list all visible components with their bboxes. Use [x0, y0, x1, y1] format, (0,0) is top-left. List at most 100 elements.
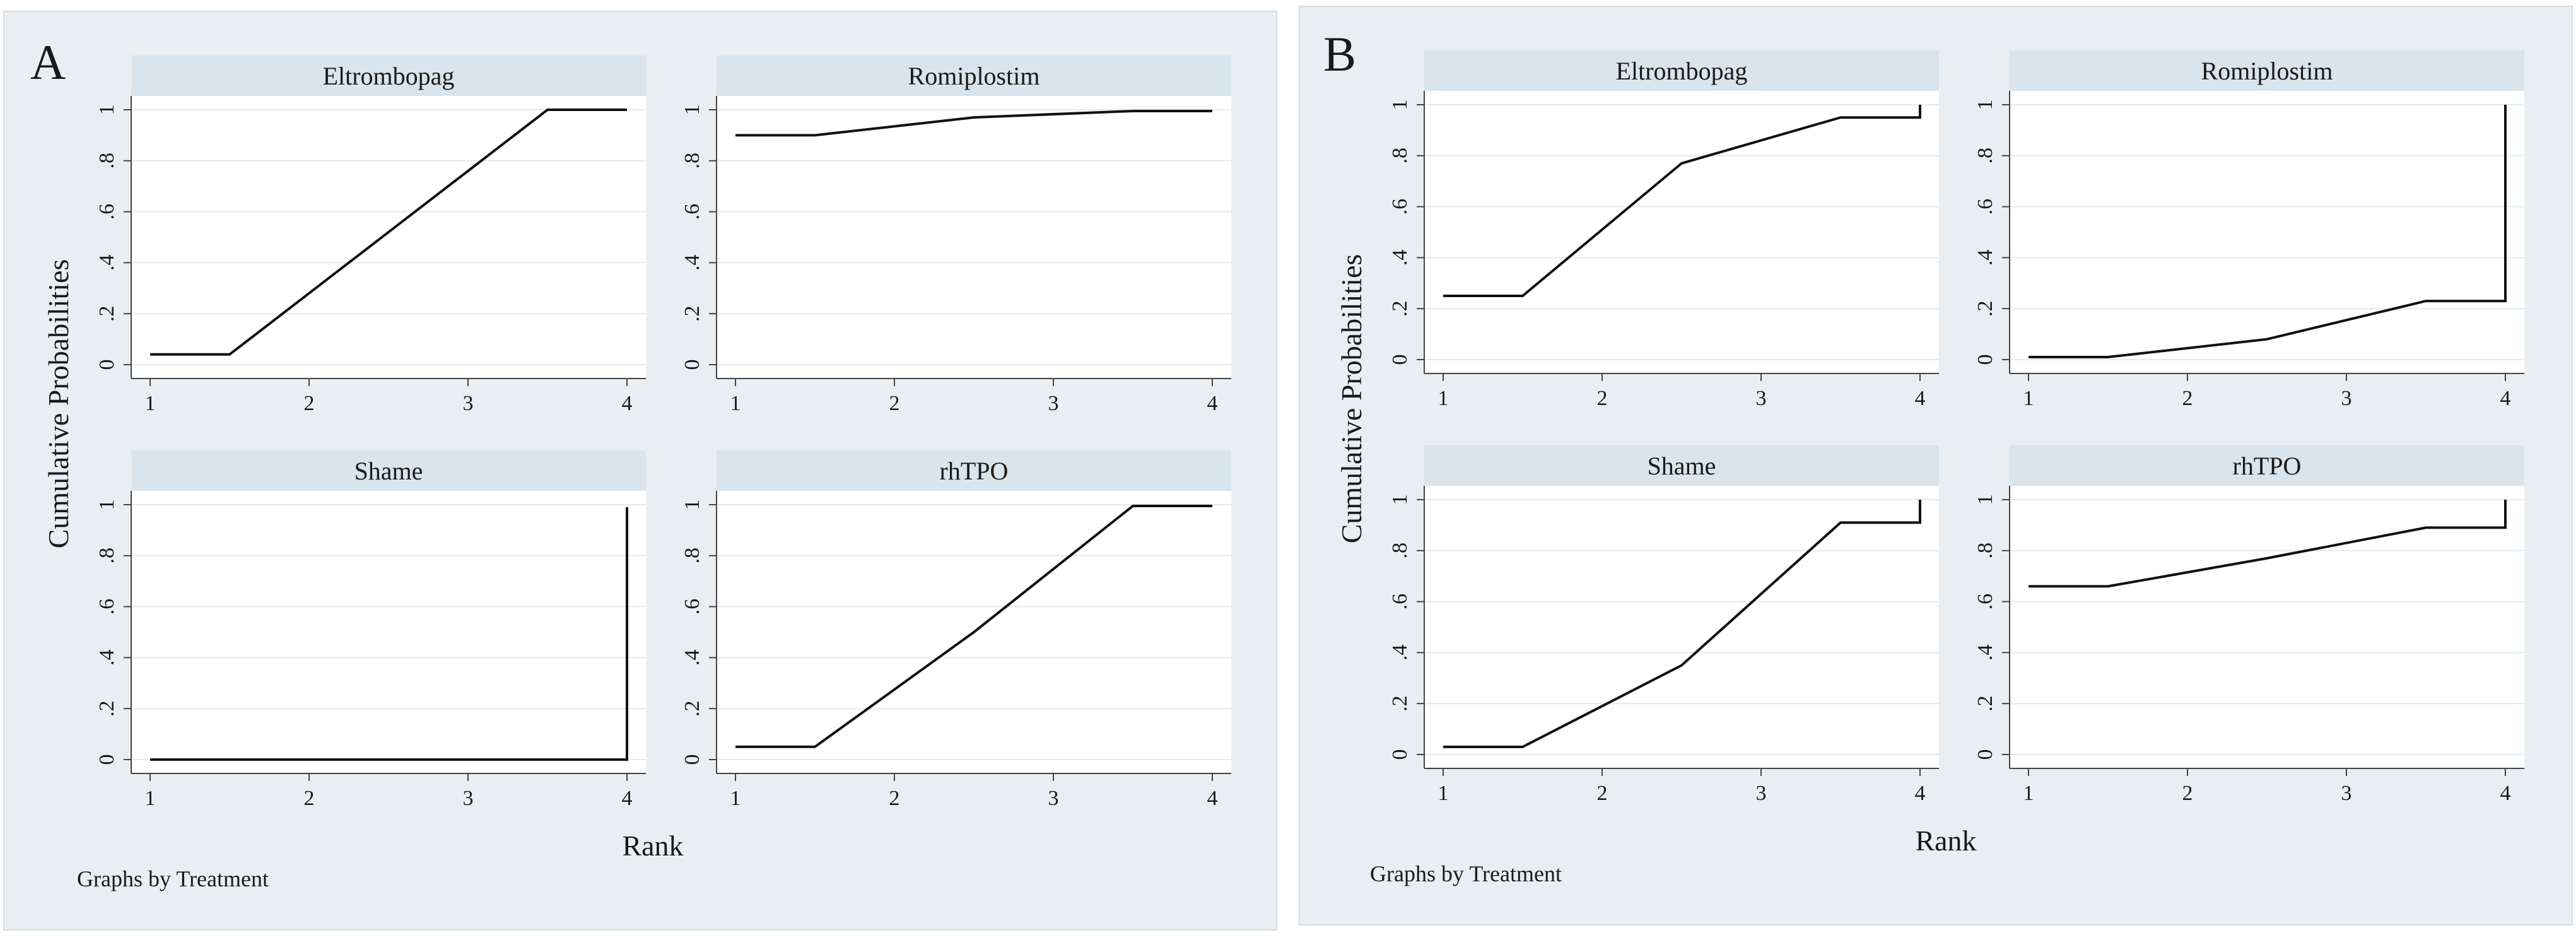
x-tick-label: 4: [1915, 782, 1926, 805]
x-tick-label: 3: [2341, 387, 2352, 410]
x-tick-label: 1: [145, 392, 156, 415]
plot-area: [2010, 91, 2524, 373]
y-tick-label: .8: [1974, 543, 1997, 559]
y-tick-label: 0: [681, 755, 704, 765]
panel-a-letter: A: [30, 35, 66, 90]
x-tick-label: 2: [304, 392, 315, 415]
y-tick-label: .4: [1388, 250, 1412, 266]
facet-strip: [1424, 50, 1939, 91]
x-tick-label: 3: [2341, 782, 2352, 805]
y-tick-label: .2: [1388, 695, 1412, 712]
x-tick-label: 1: [145, 787, 156, 810]
facet-strip-label: Romiplostim: [2201, 57, 2333, 85]
panel-b-y-axis-title: Cumulative Probabilities: [1335, 254, 1367, 544]
plot-area: [2010, 486, 2524, 768]
y-tick-label: .8: [95, 153, 119, 168]
facet-strip-label: Eltrombopag: [1616, 57, 1748, 85]
series-line-rhtpo: [735, 505, 1212, 748]
y-tick-label: 0: [1974, 749, 1997, 760]
y-tick-label: .6: [1974, 199, 1997, 215]
panel-b-facet-1: Eltrombopag 0 .2 .4 .6 .8 1 1 2 3 4: [1388, 50, 1939, 410]
series-line-shame: [150, 507, 628, 761]
facet-strip-label: Eltrombopag: [323, 62, 455, 90]
x-tick-label: 1: [1438, 387, 1449, 410]
x-tick-label: 2: [1597, 387, 1608, 410]
y-tick-label: .6: [1974, 594, 1997, 610]
y-tick-label: .8: [1974, 148, 1997, 163]
series-line-shame: [1443, 500, 1921, 748]
plot-area: [131, 491, 646, 773]
x-tick-label: 4: [622, 787, 633, 810]
x-tick-label: 1: [730, 787, 741, 810]
x-tick-label: 3: [1756, 387, 1767, 410]
x-tick-label: 4: [1207, 392, 1218, 415]
panel-b-facet-4: rhTPO 0 .2 .4 .6 .8 1 1 2 3 4: [1974, 445, 2524, 805]
y-tick-label: .8: [1388, 148, 1412, 163]
x-tick-label: 4: [2500, 782, 2511, 805]
x-tick-label: 4: [622, 392, 633, 415]
x-tick-label: 2: [2182, 782, 2193, 805]
panel-a-facet-2: Romiplostim 0 .2 .4 .6 .8 1 1 2 3 4: [681, 56, 1231, 415]
y-tick-label: 0: [95, 755, 119, 765]
y-tick-label: .4: [681, 255, 704, 271]
y-tick-label: 0: [1388, 749, 1412, 760]
panel-b-note: Graphs by Treatment: [1370, 861, 1562, 886]
y-tick-label: 0: [1974, 355, 1997, 365]
facet-strip: [131, 450, 646, 491]
y-tick-label: .6: [1388, 199, 1412, 215]
panel-a-x-axis-title: Rank: [622, 830, 683, 862]
series-line-romiplostim: [2029, 105, 2507, 358]
series-line-rhtpo: [2029, 500, 2507, 588]
facet-strip-label: Romiplostim: [908, 62, 1040, 90]
panel-a-y-axis-title: Cumulative Probabilities: [42, 259, 74, 549]
x-tick-label: 2: [1597, 782, 1608, 805]
facet-strip: [131, 56, 646, 96]
x-tick-label: 3: [1048, 787, 1059, 810]
series-line-eltrombopag: [150, 109, 627, 356]
panel-a-facet-4: rhTPO 0 .2 .4 .6 .8 1 1 2 3 4: [681, 450, 1231, 810]
panel-a: A Cumulative Probabilities Rank Graphs b…: [3, 11, 1277, 931]
panel-b-facets: Eltrombopag 0 .2 .4 .6 .8 1 1 2 3 4 Romiplostim 0 .2.…: [1388, 50, 2524, 805]
y-tick-label: 1: [681, 500, 704, 510]
facet-strip: [717, 450, 1231, 491]
y-tick-label: 1: [95, 105, 119, 115]
y-tick-label: .2: [1974, 300, 1997, 317]
y-tick-label: 1: [95, 500, 119, 510]
y-tick-label: .2: [1388, 300, 1412, 317]
x-tick-label: 1: [2023, 782, 2034, 805]
plot-area: [717, 96, 1231, 379]
x-tick-label: 1: [2023, 387, 2034, 410]
panel-a-facet-1: Eltrombopag 0 .2 .4 .6 .8 1 1 2 3 4: [95, 56, 646, 415]
x-tick-label: 3: [1756, 782, 1767, 805]
y-tick-label: .4: [1388, 645, 1412, 661]
y-tick-label: .2: [95, 700, 119, 717]
y-tick-label: 0: [1388, 355, 1412, 365]
panel-a-facet-3: Shame 0 .2 .4 .6 .8 1 1 2 3 4: [95, 450, 646, 810]
y-tick-label: .8: [1388, 543, 1412, 559]
facet-strip: [2010, 50, 2524, 91]
facet-strip-label: Shame: [354, 457, 423, 485]
plot-area: [131, 96, 646, 379]
y-tick-label: .8: [681, 153, 704, 168]
plot-area: [1424, 486, 1939, 768]
panel-a-facets: Eltrombopag 0 .2 .4 .6 .8 1 1 2 3 4 Romiplostim 0 .2.…: [95, 56, 1231, 810]
y-tick-label: 1: [1974, 100, 1997, 110]
y-tick-label: .6: [95, 599, 119, 615]
plot-area: [1424, 91, 1939, 373]
x-tick-label: 2: [304, 787, 315, 810]
y-tick-label: .6: [1388, 594, 1412, 610]
x-tick-label: 2: [889, 392, 900, 415]
x-tick-label: 2: [889, 787, 900, 810]
panel-b-letter: B: [1323, 26, 1356, 81]
y-tick-label: 1: [1388, 495, 1412, 505]
x-tick-label: 3: [1048, 392, 1059, 415]
x-tick-label: 4: [1915, 387, 1926, 410]
y-tick-label: .4: [1974, 250, 1997, 266]
y-tick-label: .4: [681, 650, 704, 666]
y-tick-label: .6: [681, 599, 704, 615]
y-tick-label: .4: [1974, 645, 1997, 661]
y-tick-label: .8: [95, 548, 119, 564]
y-tick-label: .2: [1974, 695, 1997, 712]
y-tick-label: .2: [95, 305, 119, 322]
x-tick-label: 3: [463, 787, 474, 810]
